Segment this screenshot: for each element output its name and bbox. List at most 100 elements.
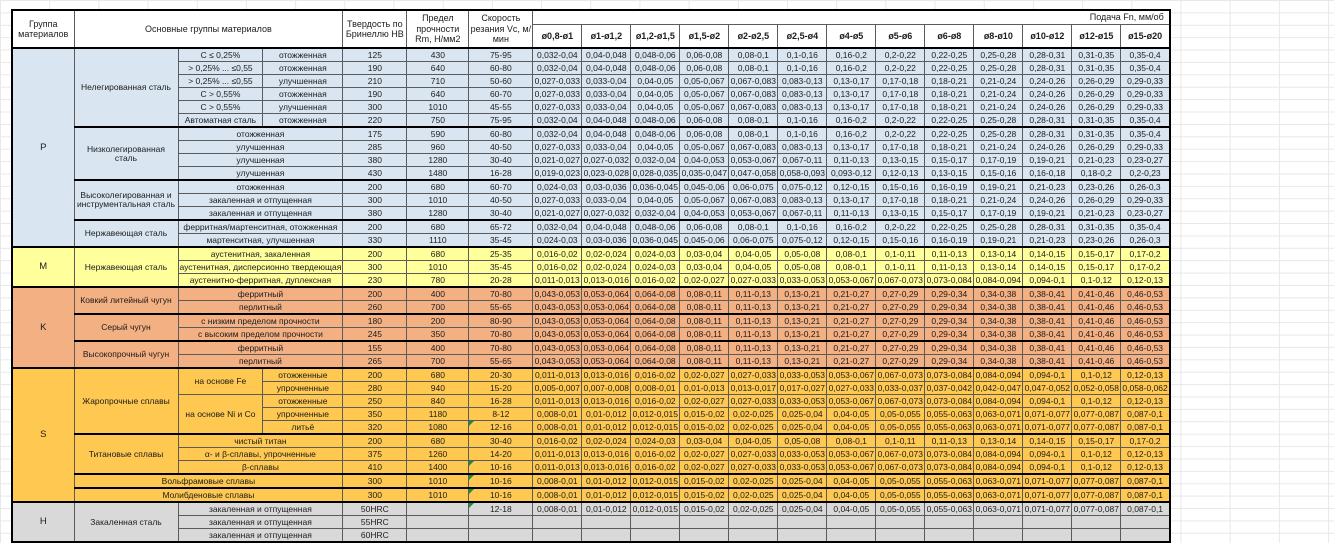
material-condition-cell[interactable]: ферритная/мартенситная, отожженная (177, 219, 344, 234)
feed-cell[interactable]: 0,08-0,1 (728, 47, 779, 62)
feed-cell[interactable]: 0,38-0,41 (1022, 340, 1073, 355)
feed-cell[interactable]: 0,21-0,23 (1022, 179, 1073, 194)
feed-cell[interactable]: 0,19-0,21 (973, 179, 1024, 194)
feed-cell[interactable]: 0,067-0,073 (875, 460, 926, 475)
strength-cell[interactable]: 350 (406, 327, 470, 342)
cutting-speed-cell[interactable]: 8-12 (468, 407, 534, 421)
feed-cell[interactable]: 0,2-0,22 (875, 47, 926, 62)
feed-cell[interactable]: 0,053-0,067 (728, 153, 779, 167)
cutting-speed-cell[interactable]: 55-65 (468, 300, 534, 315)
strength-cell[interactable]: 680 (406, 179, 470, 194)
feed-cell[interactable] (875, 528, 926, 543)
feed-cell[interactable]: 0,05-0,067 (679, 87, 730, 101)
feed-cell[interactable]: 0,02-0,027 (679, 394, 730, 408)
feed-cell[interactable]: 0,22-0,25 (924, 113, 975, 128)
feed-cell[interactable]: 0,015-0,02 (679, 407, 730, 421)
feed-cell[interactable]: 0,058-0,093 (777, 166, 828, 181)
feed-cell[interactable]: 0,053-0,067 (826, 273, 877, 288)
feed-cell[interactable]: 0,27-0,29 (875, 286, 926, 301)
cutting-speed-cell[interactable]: 60-70 (468, 179, 534, 194)
feed-cell[interactable]: 0,064-0,08 (630, 354, 681, 369)
feed-cell[interactable]: 0,1-0,16 (777, 61, 828, 75)
material-condition-cell[interactable]: литьё (262, 420, 344, 435)
feed-cell[interactable]: 0,084-0,094 (973, 460, 1024, 475)
strength-cell[interactable]: 430 (406, 47, 470, 62)
feed-cell[interactable]: 0,011-0,013 (532, 367, 583, 382)
feed-cell[interactable]: 0,25-0,28 (973, 219, 1024, 234)
feed-cell[interactable]: 0,29-0,33 (1120, 74, 1171, 88)
feed-cell[interactable]: 0,46-0,53 (1120, 313, 1171, 328)
feed-cell[interactable]: 0,31-0,35 (1071, 61, 1122, 75)
material-condition-cell[interactable]: закаленная и отпущенная (177, 193, 344, 207)
feed-cell[interactable]: 0,25-0,28 (973, 113, 1024, 128)
feed-cell[interactable]: 0,13-0,21 (777, 327, 828, 342)
feed-cell[interactable]: 0,008-0,01 (532, 420, 583, 435)
strength-cell[interactable]: 1280 (406, 206, 470, 221)
feed-cell[interactable]: 0,087-0,1 (1120, 407, 1171, 421)
feed-cell[interactable]: 0,29-0,33 (1120, 100, 1171, 114)
feed-cell[interactable] (532, 515, 583, 529)
feed-cell[interactable]: 0,46-0,53 (1120, 340, 1171, 355)
feed-cell[interactable]: 0,053-0,064 (581, 327, 632, 342)
feed-cell[interactable] (532, 528, 583, 543)
feed-cell[interactable]: 0,04-0,05 (630, 100, 681, 114)
feed-cell[interactable]: 0,087-0,1 (1120, 473, 1171, 489)
feed-cell[interactable]: 0,033-0,053 (777, 273, 828, 288)
feed-cell[interactable]: 0,16-0,2 (826, 61, 877, 75)
feed-cell[interactable]: 0,38-0,41 (1022, 313, 1073, 328)
feed-cell[interactable]: 0,05-0,055 (875, 473, 926, 489)
feed-cell[interactable]: 0,21-0,24 (973, 193, 1024, 207)
feed-cell[interactable]: 0,24-0,26 (1022, 193, 1073, 207)
group-cell[interactable]: K (11, 286, 75, 369)
feed-cell[interactable]: 0,04-0,05 (826, 487, 877, 503)
feed-cell[interactable]: 0,011-0,013 (532, 394, 583, 408)
feed-cell[interactable]: 0,05-0,055 (875, 407, 926, 421)
feed-cell[interactable]: 0,063-0,071 (973, 420, 1024, 435)
feed-cell[interactable]: 0,024-0,03 (630, 260, 681, 274)
feed-cell[interactable]: 0,23-0,27 (1120, 153, 1171, 167)
feed-cell[interactable]: 0,13-0,21 (777, 300, 828, 315)
feed-cell[interactable]: 0,1-0,16 (777, 126, 828, 141)
strength-cell[interactable]: 590 (406, 126, 470, 141)
feed-cell[interactable]: 0,028-0,035 (630, 166, 681, 181)
feed-cell[interactable]: 0,032-0,04 (532, 61, 583, 75)
feed-cell[interactable]: 0,12-0,13 (1120, 273, 1171, 288)
header-feed-col[interactable]: ø10-ø12 (1022, 24, 1073, 49)
feed-cell[interactable]: 0,053-0,064 (581, 340, 632, 355)
feed-cell[interactable]: 0,28-0,31 (1022, 219, 1073, 234)
feed-cell[interactable]: 0,08-0,1 (826, 433, 877, 448)
strength-cell[interactable]: 1180 (406, 407, 470, 421)
feed-cell[interactable]: 0,094-0,1 (1022, 447, 1073, 461)
hardness-cell[interactable]: 190 (342, 61, 408, 75)
feed-cell[interactable]: 0,11-0,13 (728, 327, 779, 342)
feed-cell[interactable]: 0,29-0,34 (924, 313, 975, 328)
feed-cell[interactable]: 0,027-0,033 (728, 367, 779, 382)
feed-cell[interactable]: 0,033-0,04 (581, 100, 632, 114)
feed-cell[interactable]: 0,071-0,077 (1022, 487, 1073, 503)
feed-cell[interactable]: 0,1-0,12 (1071, 447, 1122, 461)
feed-cell[interactable]: 0,21-0,27 (826, 340, 877, 355)
hardness-cell[interactable]: 410 (342, 460, 408, 475)
feed-cell[interactable]: 0,13-0,21 (777, 313, 828, 328)
feed-cell[interactable]: 0,24-0,26 (1022, 74, 1073, 88)
feed-cell[interactable]: 0,058-0,062 (1120, 381, 1171, 395)
feed-cell[interactable]: 0,15-0,17 (924, 153, 975, 167)
feed-cell[interactable]: 0,18-0,21 (924, 140, 975, 154)
feed-cell[interactable]: 0,2-0,23 (1120, 166, 1171, 181)
feed-cell[interactable]: 0,047-0,052 (1022, 381, 1073, 395)
feed-cell[interactable]: 0,043-0,053 (532, 340, 583, 355)
feed-cell[interactable]: 0,34-0,38 (973, 300, 1024, 315)
feed-cell[interactable]: 0,016-0,02 (532, 260, 583, 274)
material-condition-cell[interactable]: отожженная (177, 126, 344, 141)
feed-cell[interactable]: 0,02-0,024 (581, 433, 632, 448)
material-cell[interactable]: Закаленная сталь (73, 501, 179, 543)
feed-cell[interactable]: 0,21-0,27 (826, 313, 877, 328)
feed-cell[interactable]: 0,08-0,1 (728, 219, 779, 234)
material-condition-cell[interactable]: улучшенная (177, 166, 344, 181)
feed-cell[interactable]: 0,064-0,08 (630, 340, 681, 355)
cutting-speed-cell[interactable]: 75-95 (468, 47, 534, 62)
feed-cell[interactable]: 0,06-0,075 (728, 233, 779, 248)
strength-cell[interactable]: 1260 (406, 447, 470, 461)
feed-cell[interactable]: 0,14-0,15 (1022, 246, 1073, 261)
feed-cell[interactable]: 0,043-0,053 (532, 327, 583, 342)
